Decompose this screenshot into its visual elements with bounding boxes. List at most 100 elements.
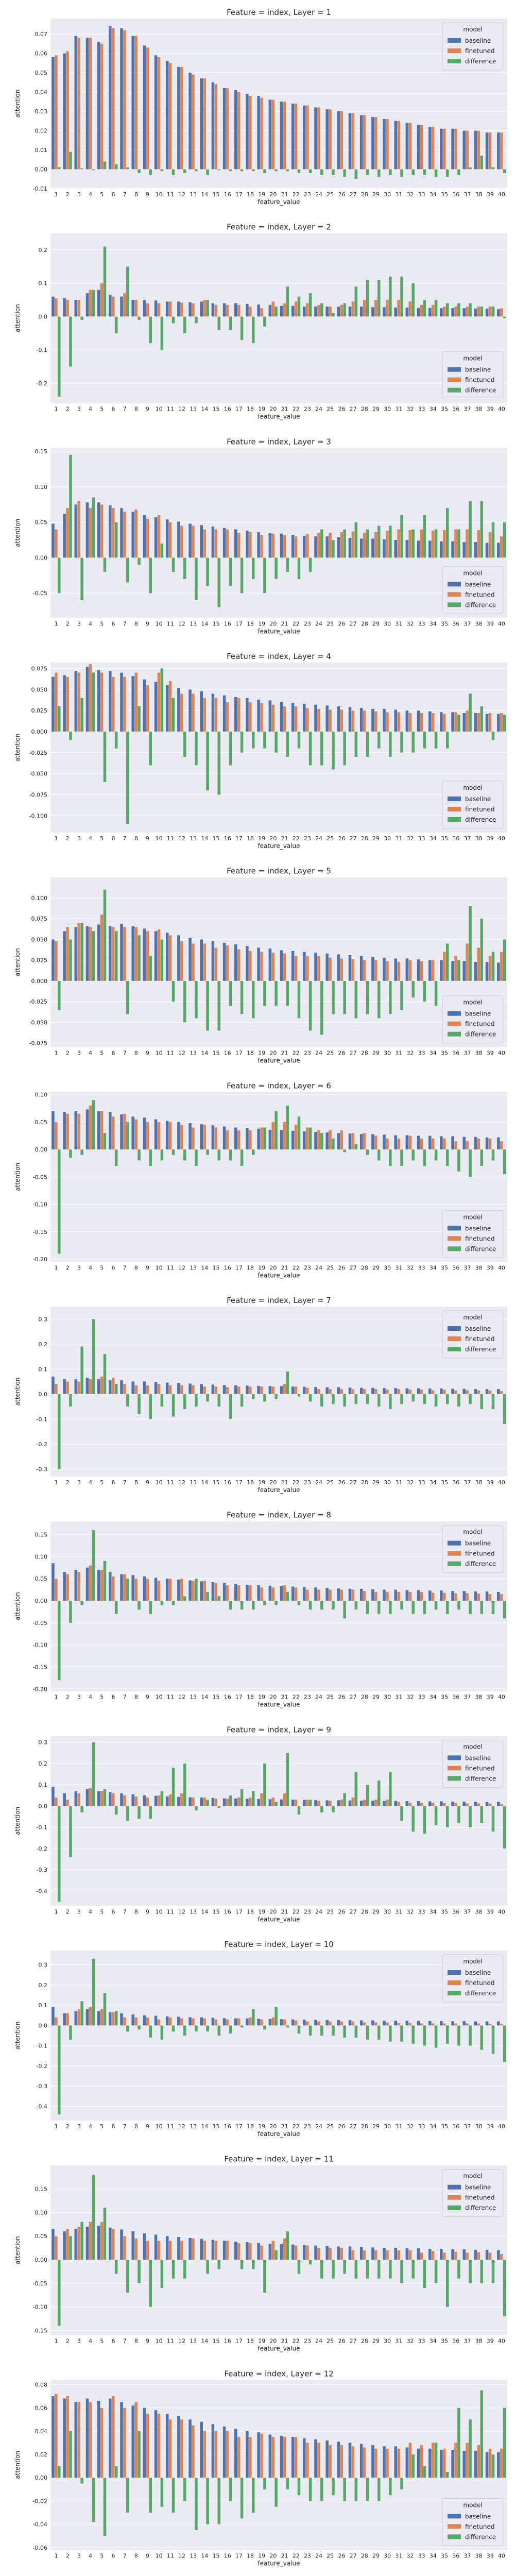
bar-difference	[389, 2260, 392, 2279]
bar-baseline	[451, 1388, 454, 1394]
x-tick-label: 14	[201, 191, 208, 198]
legend-label-finetuned: finetuned	[465, 1235, 494, 1242]
bar-difference	[206, 557, 209, 586]
bar-difference	[389, 169, 392, 175]
y-axis-label: attention	[14, 1163, 21, 1191]
x-tick-label: 14	[201, 620, 208, 627]
legend-swatch-difference	[448, 59, 461, 63]
bar-difference	[366, 1785, 369, 1806]
bar-difference	[274, 980, 278, 1006]
x-tick-label: 28	[361, 2123, 368, 2130]
bar-difference	[206, 2025, 209, 2032]
y-tick-label: -0.100	[29, 812, 47, 819]
bar-baseline	[165, 1796, 169, 1806]
x-tick-label: 33	[418, 2552, 425, 2559]
bar-baseline	[154, 517, 158, 558]
bar-finetuned	[488, 1803, 492, 1806]
bar-difference	[503, 1394, 506, 1425]
bar-finetuned	[351, 959, 355, 981]
bar-baseline	[246, 698, 249, 732]
bar-baseline	[280, 702, 283, 732]
y-axis-label: attention	[14, 734, 21, 762]
x-tick-label: 2	[66, 2338, 70, 2345]
bar-difference	[183, 557, 186, 579]
bar-difference	[332, 731, 335, 770]
bar-difference	[503, 939, 506, 981]
legend-label-baseline: baseline	[465, 2184, 491, 2191]
y-tick-label: -0.10	[33, 1201, 47, 1208]
bar-finetuned	[237, 2018, 241, 2026]
x-tick-label: 25	[327, 406, 334, 413]
x-tick-label: 13	[190, 1694, 197, 1701]
bar-finetuned	[192, 1581, 195, 1601]
bar-baseline	[177, 2237, 180, 2260]
bar-finetuned	[488, 2252, 492, 2260]
bar-baseline	[257, 2019, 260, 2026]
plot-area	[50, 1521, 507, 1691]
x-tick-label: 36	[452, 2123, 459, 2130]
bar-baseline	[314, 2245, 317, 2260]
bar-finetuned	[351, 2446, 355, 2478]
bar-finetuned	[157, 515, 161, 558]
bar-difference	[240, 1149, 244, 1166]
bar-baseline	[120, 2402, 123, 2478]
bar-baseline	[246, 2242, 249, 2260]
bar-finetuned	[100, 43, 104, 170]
bar-baseline	[268, 99, 272, 170]
x-tick-label: 39	[487, 1050, 494, 1057]
bar-difference	[480, 919, 484, 981]
bar-difference	[80, 316, 83, 320]
x-tick-label: 12	[178, 191, 185, 198]
bar-baseline	[165, 2413, 169, 2478]
bar-baseline	[280, 306, 283, 317]
legend-label-difference: difference	[465, 1031, 496, 1038]
bar-baseline	[383, 1134, 386, 1150]
x-tick-label: 7	[123, 1908, 127, 1915]
bar-baseline	[314, 536, 317, 558]
x-tick-label: 2	[66, 620, 70, 627]
bar-finetuned	[77, 923, 80, 981]
bar-baseline	[348, 707, 352, 732]
bar-baseline	[131, 1381, 134, 1394]
bar-difference	[343, 1600, 346, 1619]
bar-baseline	[131, 300, 134, 317]
y-tick-label: 0.050	[31, 686, 48, 693]
bar-finetuned	[237, 533, 241, 558]
bar-finetuned	[237, 698, 241, 732]
bar-difference	[58, 167, 61, 170]
x-tick-label: 7	[123, 2338, 127, 2345]
x-tick-label: 24	[315, 191, 322, 198]
bar-finetuned	[443, 2023, 446, 2026]
x-tick-label: 27	[350, 1694, 357, 1701]
bar-difference	[114, 1384, 118, 1394]
bar-finetuned	[420, 1389, 423, 1394]
x-tick-label: 32	[407, 1908, 414, 1915]
bar-difference	[400, 2260, 403, 2283]
bar-finetuned	[77, 2226, 80, 2260]
bar-baseline	[177, 2016, 180, 2026]
x-tick-label: 5	[100, 191, 104, 198]
x-tick-label: 33	[418, 1050, 425, 1057]
legend-label-finetuned: finetuned	[465, 1021, 494, 1028]
bar-baseline	[234, 303, 237, 317]
bar-difference	[195, 169, 198, 172]
bar-finetuned	[340, 709, 344, 732]
x-tick-label: 8	[134, 1694, 138, 1701]
x-tick-label: 38	[475, 620, 483, 627]
bar-difference	[286, 1753, 289, 1806]
bar-finetuned	[340, 532, 344, 558]
bar-finetuned	[100, 1376, 104, 1394]
bar-finetuned	[294, 1587, 298, 1601]
x-tick-label: 32	[407, 2123, 414, 2130]
bar-difference	[366, 2260, 369, 2279]
x-tick-label: 1	[55, 1479, 58, 1486]
x-tick-label: 30	[384, 620, 391, 627]
bar-baseline	[63, 514, 66, 558]
x-tick-label: 37	[464, 1694, 471, 1701]
bar-finetuned	[500, 1391, 503, 1394]
bar-difference	[274, 1600, 278, 1605]
bar-baseline	[485, 2021, 489, 2026]
bar-baseline	[497, 2021, 500, 2026]
x-tick-label: 7	[123, 2552, 127, 2559]
bar-finetuned	[168, 1122, 172, 1150]
